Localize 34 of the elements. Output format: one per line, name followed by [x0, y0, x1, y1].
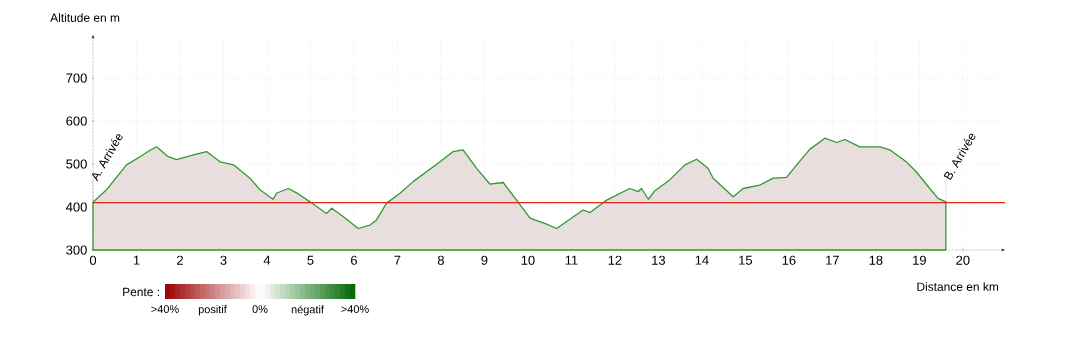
x-tick-label: 1 [133, 255, 140, 265]
color-bar-label: positif [198, 305, 227, 316]
x-tick-label: 8 [437, 255, 444, 265]
x-tick-label: 19 [913, 255, 926, 265]
x-tick-label: 4 [263, 255, 271, 265]
color-bar-title: Pente : [123, 287, 159, 297]
x-tick-label: 5 [307, 255, 314, 265]
x-tick-label: 10 [521, 255, 535, 265]
x-axis-title: Distance en km [917, 282, 999, 291]
x-tick-label: 16 [782, 255, 796, 265]
color-bar-label: négatif [291, 305, 324, 316]
x-tick-label: 17 [826, 255, 839, 265]
x-tick-label: 11 [565, 255, 578, 265]
x-tick-label: 20 [956, 255, 970, 265]
y-tick-label: 600 [66, 116, 87, 126]
x-tick-label: 7 [394, 255, 401, 265]
x-tick-label: 13 [652, 255, 666, 265]
x-tick-label: 2 [177, 255, 183, 265]
y-tick-label: 700 [66, 73, 87, 83]
y-axis-title: Altitude en m [50, 13, 120, 22]
x-tick-label: 3 [220, 255, 227, 265]
x-tick-label: 18 [869, 255, 883, 265]
x-tick-label: 14 [695, 255, 709, 265]
x-tick-label: 15 [739, 255, 753, 265]
color-bar-label: 0% [252, 305, 268, 313]
x-tick-label: 12 [608, 255, 622, 265]
color-bar-label: >40% [151, 305, 179, 313]
y-tick-label: 500 [66, 159, 87, 169]
x-tick-label: 0 [89, 255, 97, 265]
color-bar-label: >40% [341, 305, 369, 313]
x-tick-label: 6 [351, 255, 357, 265]
x-tick-label: 9 [481, 255, 488, 265]
y-tick-label: 300 [66, 245, 87, 255]
y-tick-label: 400 [66, 202, 87, 212]
